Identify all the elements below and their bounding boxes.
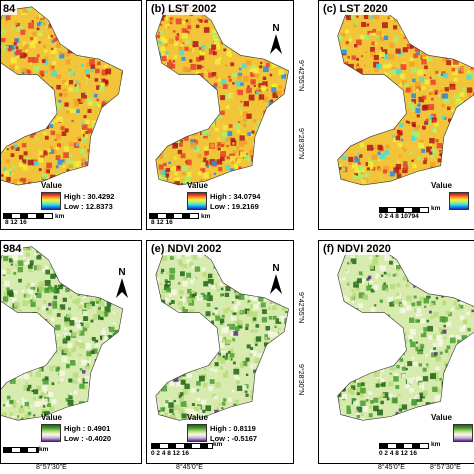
panel-ndvi-2002: (e) NDVI 2002 N Value High : 0.8119 Low … [146, 240, 318, 474]
lst-map-2002 [155, 6, 289, 186]
panel-ndvi-2020: (f) NDVI 2020 Value 0 2 4 8 12 16 km 8°4… [318, 240, 474, 474]
region-outline [337, 6, 474, 186]
scale-labels: 0 2 4 8 12 16 [379, 450, 417, 457]
legend-title: Value [41, 413, 62, 422]
map-frame: (e) NDVI 2002 N Value High : 0.8119 Low … [146, 240, 294, 464]
ndvi-map-2002 [155, 246, 289, 421]
panel-ndvi-1984: 984 N Value High : 0.4901 Low : -0.4020 … [0, 240, 152, 474]
scale-bar [151, 443, 213, 449]
scale-unit: km [201, 213, 211, 220]
lst-map-2020 [337, 6, 474, 186]
panel-title: (b) LST 2002 [149, 3, 219, 15]
scale-bar [149, 213, 199, 219]
region-outline [1, 246, 124, 421]
north-arrow-icon: N [269, 263, 283, 297]
legend-low: Low : -0.4020 [64, 434, 112, 443]
north-arrow-icon: N [269, 23, 283, 57]
scale-unit: km [55, 213, 65, 220]
region-outline [1, 6, 124, 186]
legend-colorbar [453, 424, 473, 442]
legend-high: High : 0.8119 [210, 424, 256, 433]
ndvi-map-2020 [337, 246, 474, 421]
scale-unit: km [431, 441, 441, 448]
scale-unit: km [213, 441, 223, 448]
panel-title: 984 [1, 243, 24, 255]
north-arrow-icon: N [115, 267, 129, 301]
panel-lst-2020: (c) LST 2020 Value 0 2 4 8 10794 km 8°45… [318, 0, 474, 230]
panel-lst-1984: 84 Value High : 30.4292 Low : 12.8373 8 … [0, 0, 152, 230]
panel-title: (e) NDVI 2002 [149, 243, 224, 255]
map-frame: (c) LST 2020 Value 0 2 4 8 10794 km [318, 0, 474, 230]
legend-colorbar [187, 424, 207, 442]
legend-low: Low : -0.5167 [210, 434, 258, 443]
panel-title: (f) NDVI 2020 [321, 243, 393, 255]
legend-low: Low : 19.2169 [210, 202, 259, 211]
scale-labels: 8 12 16 [151, 219, 173, 226]
scale-unit: km [39, 446, 49, 453]
raster-region [337, 246, 474, 421]
lon-label-right: 8°57'30"E [430, 464, 461, 471]
scale-bar [3, 213, 53, 219]
map-frame: 84 Value High : 30.4292 Low : 12.8373 8 … [0, 0, 142, 230]
scale-bar [379, 443, 429, 449]
scale-labels: 8 12 16 [5, 219, 27, 226]
legend-colorbar [449, 192, 469, 210]
lat-label-top: 9°42'55"N [297, 292, 304, 324]
legend-title: Value [431, 413, 452, 422]
legend-title: Value [187, 181, 208, 190]
scale-bar [3, 447, 39, 453]
legend-colorbar [187, 192, 207, 210]
scale-labels: 0 2 4 8 10794 [379, 213, 419, 220]
lat-label-bottom: 9°28'30"N [297, 128, 304, 160]
lon-label: 8°57'30"E [36, 464, 67, 471]
region-outline [155, 246, 289, 421]
legend-title: Value [431, 181, 452, 190]
legend-high: High : 34.0794 [210, 192, 261, 201]
scale-bar [379, 207, 429, 213]
legend-low: Low : 12.8373 [64, 202, 113, 211]
legend-high: High : 30.4292 [64, 192, 115, 201]
region-outline [155, 6, 289, 186]
panel-title: 84 [1, 3, 18, 15]
legend-high: High : 0.4901 [64, 424, 111, 433]
scale-labels: 0 2 4 8 12 16 [151, 450, 189, 457]
region-outline [337, 246, 474, 421]
scale-unit: km [431, 205, 441, 212]
lat-label-top: 9°42'55"N [297, 60, 304, 92]
panel-lst-2002: (b) LST 2002 N Value High : 34.0794 Low … [146, 0, 318, 230]
lat-label-bottom: 9°28'30"N [297, 364, 304, 396]
legend-title: Value [187, 413, 208, 422]
lon-label: 8°45'0"E [176, 464, 203, 471]
legend-colorbar [41, 424, 61, 442]
lst-map-1984 [1, 6, 124, 186]
legend-title: Value [41, 181, 62, 190]
lon-label: 8°45'0"E [378, 464, 405, 471]
map-frame: 984 N Value High : 0.4901 Low : -0.4020 … [0, 240, 142, 464]
map-frame: (b) LST 2002 N Value High : 34.0794 Low … [146, 0, 294, 230]
map-frame: (f) NDVI 2020 Value 0 2 4 8 12 16 km [318, 240, 474, 464]
ndvi-map-1984 [1, 246, 124, 421]
panel-title: (c) LST 2020 [321, 3, 390, 15]
legend-colorbar [41, 192, 61, 210]
